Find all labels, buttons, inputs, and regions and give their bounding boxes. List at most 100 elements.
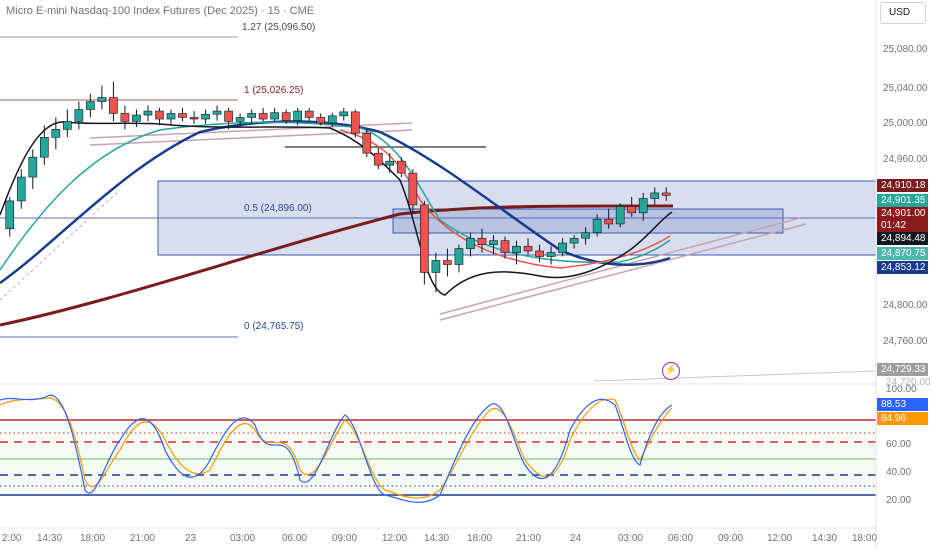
candle-body (523, 245, 533, 252)
time-label: 23 (185, 533, 197, 544)
candle-body (431, 260, 441, 273)
time-label: 18:00 (80, 533, 106, 544)
stoch-k-line (0, 394, 673, 503)
candle-body (466, 237, 475, 249)
candle-body (86, 101, 95, 110)
price-tag-ema100: 24,853.12 (877, 261, 928, 274)
currency-selector[interactable]: USD (880, 2, 926, 24)
fib-label-0.5: 0.5 (24,896.00) (244, 203, 312, 214)
candle-body (373, 152, 383, 166)
time-label: 21:00 (130, 533, 156, 544)
osc-tick: 100.00 (886, 384, 917, 395)
fib-label-0: 0 (24,765.75) (244, 321, 304, 332)
candle-body (546, 252, 556, 257)
time-label: 24 (570, 533, 582, 544)
candle-body (247, 113, 256, 118)
candles-group (5, 81, 671, 293)
candle-body (339, 111, 349, 117)
candle-body (638, 198, 648, 214)
time-label: 2:00 (2, 533, 22, 544)
lightning-icon[interactable]: ⚡ (662, 362, 680, 380)
rising-line-2 (439, 223, 807, 321)
candle-body (143, 110, 153, 116)
candle-body (258, 113, 268, 120)
candle-body (397, 160, 406, 174)
candle-body (201, 113, 210, 120)
price-tick: 24,960.00 (883, 154, 928, 165)
time-label: 03:00 (230, 533, 256, 544)
fib-label-1: 1 (25,026.25) (244, 85, 304, 96)
price-tag-high: 24,901.35 (877, 194, 928, 207)
ema-9-line (0, 121, 673, 296)
candle-body (39, 137, 49, 158)
price-tick: 24,760.00 (883, 336, 928, 347)
time-label: 06:00 (668, 533, 694, 544)
candle-body (408, 172, 418, 206)
candle-body (362, 133, 372, 154)
price-tag-last: 24,901.00 (877, 207, 928, 220)
candle-body (535, 250, 544, 257)
candle-body (178, 113, 187, 118)
inner-zone-box (392, 208, 784, 234)
candle-body (109, 97, 118, 114)
candle-body (477, 237, 487, 245)
projection-line (593, 370, 877, 382)
candle-body (224, 110, 233, 122)
candle-body (592, 218, 602, 233)
candle-body (327, 115, 337, 124)
candle-body (212, 110, 222, 115)
stoch-d-line (0, 397, 673, 499)
price-tag-projection: 24,729.33 (877, 363, 928, 376)
candle-body (281, 112, 291, 121)
candle-body (316, 117, 326, 124)
candle-body (650, 192, 660, 199)
candle-body (489, 240, 498, 245)
time-label: 14:30 (37, 533, 63, 544)
price-tick: 25,000.00 (883, 118, 928, 129)
candle-body (51, 129, 61, 138)
time-label: 12:00 (767, 533, 793, 544)
price-tag-ema200: 24,910.18 (877, 179, 928, 192)
ema-100-line (0, 120, 671, 285)
candle-body (28, 156, 38, 178)
price-tag-ema50: 24,870.75 (877, 247, 928, 260)
chart-title: Micro E-mini Nasdaq-100 Index Futures (D… (6, 5, 315, 17)
candle-body (97, 97, 107, 102)
osc-tick: 60.00 (886, 439, 912, 450)
candle-body (350, 111, 360, 134)
candle-body (270, 112, 279, 120)
candle-body (581, 232, 590, 239)
countdown-tag: 01:42 (877, 219, 928, 232)
candle-body (604, 218, 613, 225)
candle-body (420, 204, 429, 273)
candle-body (385, 160, 395, 166)
price-tick-partial: 24,720.00 (886, 377, 931, 388)
price-tick: 25,040.00 (883, 83, 928, 94)
candle-body (155, 110, 164, 120)
price-tick: 24,800.00 (883, 300, 928, 311)
time-label: 14:30 (424, 533, 450, 544)
price-tick: 25,080.00 (883, 44, 928, 55)
candle-body (500, 240, 510, 253)
candle-body (235, 117, 245, 122)
candle-body (558, 242, 567, 253)
stoch-d-tag: 84.96 (877, 412, 928, 425)
candle-body (569, 237, 579, 244)
ema-200-line (0, 204, 674, 327)
candle-body (74, 109, 84, 122)
candle-body (16, 176, 26, 202)
candle-body (443, 260, 452, 265)
candle-body (304, 110, 314, 118)
time-label: 14:30 (812, 533, 838, 544)
candle-body (189, 117, 199, 120)
time-label: 18:00 (467, 533, 493, 544)
candle-body (293, 110, 303, 121)
stoch-k-tag: 88.53 (877, 398, 928, 411)
osc-tick: 40.00 (886, 467, 912, 478)
candle-body (512, 245, 521, 253)
fib-label-1.27: 1.27 (25,096.50) (242, 22, 316, 33)
candle-body (63, 121, 72, 130)
candle-body (627, 206, 637, 214)
time-label: 09:00 (718, 533, 744, 544)
